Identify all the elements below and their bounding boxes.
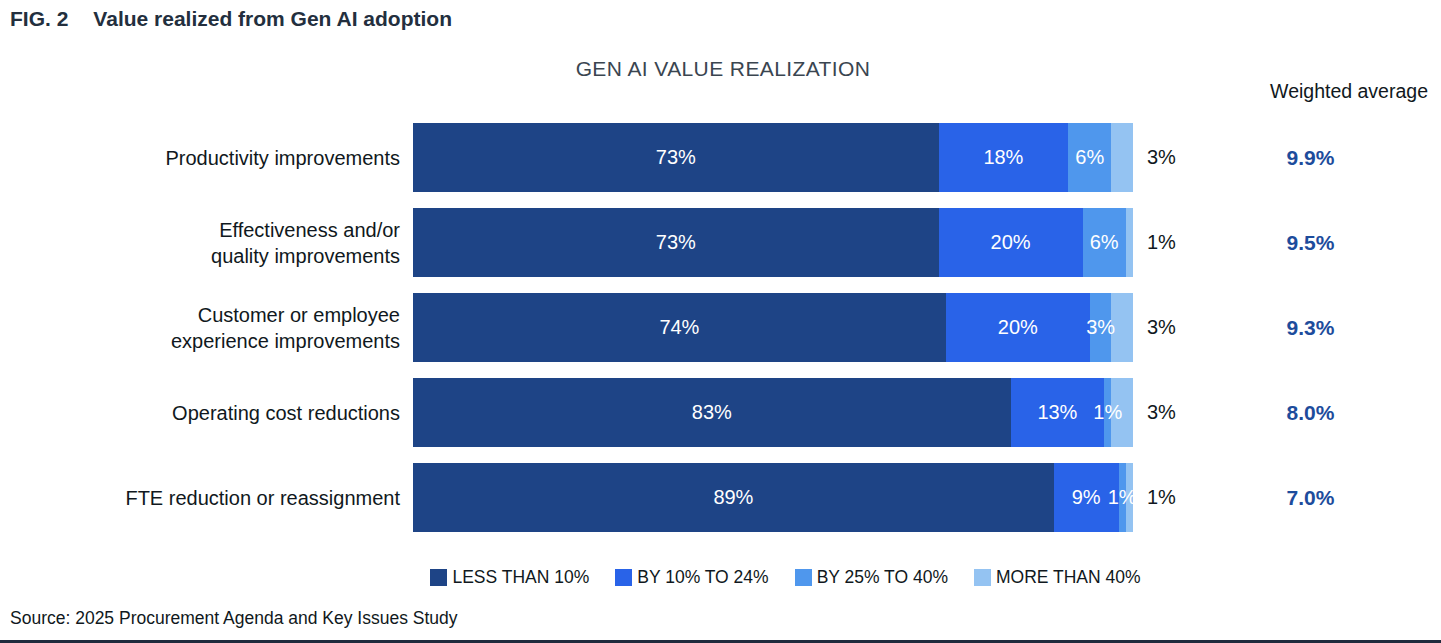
weighted-average-value: 9.3% bbox=[1218, 316, 1403, 340]
legend-item: BY 25% TO 40% bbox=[795, 567, 948, 588]
bar-segment: 3% bbox=[1090, 293, 1112, 362]
segment-value-label-outside: 3% bbox=[1133, 316, 1218, 339]
legend-label: LESS THAN 10% bbox=[452, 567, 589, 588]
category-label: Effectiveness and/orquality improvements bbox=[0, 217, 413, 269]
legend-label: MORE THAN 40% bbox=[996, 567, 1141, 588]
stacked-bar: 73% 20% 6% bbox=[413, 208, 1133, 277]
segment-value-label: 20% bbox=[991, 231, 1031, 254]
segment-value-label-outside: 1% bbox=[1133, 231, 1218, 254]
chart-title: GEN AI VALUE REALIZATION bbox=[413, 57, 1033, 81]
bar-segment: 20% bbox=[946, 293, 1090, 362]
stacked-bar: 74% 20% 3% bbox=[413, 293, 1133, 362]
chart-row: FTE reduction or reassignment89%9%1%1%7.… bbox=[0, 463, 1441, 532]
legend-item: LESS THAN 10% bbox=[430, 567, 589, 588]
category-label: Productivity improvements bbox=[0, 145, 413, 171]
chart-row: Productivity improvements 73% 18% 6% 3%9.9% bbox=[0, 123, 1441, 192]
category-label: Operating cost reductions bbox=[0, 400, 413, 426]
segment-value-label: 6% bbox=[1090, 231, 1119, 254]
bar-segment: 73% bbox=[413, 123, 939, 192]
segment-value-label-outside: 1% bbox=[1133, 486, 1218, 509]
category-label: Customer or employeeexperience improveme… bbox=[0, 302, 413, 354]
segment-value-label-outside: 3% bbox=[1133, 146, 1218, 169]
figure-2-gen-ai-value-chart: FIG. 2 Value realized from Gen AI adoptio… bbox=[0, 0, 1441, 643]
legend-swatch bbox=[974, 569, 991, 586]
bar-segment: 13% bbox=[1011, 378, 1105, 447]
chart-row: Operating cost reductions 83% 13% 1% 3%8.0% bbox=[0, 378, 1441, 447]
stacked-bar: 73% 18% 6% bbox=[413, 123, 1133, 192]
weighted-average-value: 7.0% bbox=[1218, 486, 1403, 510]
category-label: FTE reduction or reassignment bbox=[0, 485, 413, 511]
segment-value-label: 83% bbox=[692, 401, 732, 424]
bar-segment: 1% bbox=[1104, 378, 1111, 447]
stacked-bar-chart: Productivity improvements73%18%6%3%9.9%E… bbox=[0, 123, 1441, 548]
weighted-average-value: 9.9% bbox=[1218, 146, 1403, 170]
segment-value-label: 20% bbox=[998, 316, 1038, 339]
segment-value-label: 73% bbox=[656, 146, 696, 169]
figure-tag: FIG. 2 bbox=[10, 7, 68, 30]
chart-row: Customer or employeeexperience improveme… bbox=[0, 293, 1441, 362]
legend-item: BY 10% TO 24% bbox=[615, 567, 768, 588]
bar-segment: 83% bbox=[413, 378, 1011, 447]
bar-segment: 18% bbox=[939, 123, 1069, 192]
weighted-average-header: Weighted average bbox=[1270, 80, 1428, 103]
figure-title: Value realized from Gen AI adoption bbox=[93, 7, 452, 30]
bar-segment: 1% bbox=[1119, 463, 1126, 532]
segment-value-label: 3% bbox=[1086, 316, 1115, 339]
legend: LESS THAN 10% BY 10% TO 24% BY 25% TO 40% M… bbox=[413, 567, 1158, 588]
figure-header: FIG. 2 Value realized from Gen AI adoptio… bbox=[10, 7, 452, 31]
legend-item: MORE THAN 40% bbox=[974, 567, 1141, 588]
segment-value-label: 18% bbox=[983, 146, 1023, 169]
bar-segment: 74% bbox=[413, 293, 946, 362]
weighted-average-value: 8.0% bbox=[1218, 401, 1403, 425]
bar-segment: 6% bbox=[1083, 208, 1126, 277]
segment-value-label: 89% bbox=[713, 486, 753, 509]
segment-value-label: 9% bbox=[1072, 486, 1101, 509]
chart-row: Effectiveness and/orquality improvements… bbox=[0, 208, 1441, 277]
weighted-average-value: 9.5% bbox=[1218, 231, 1403, 255]
segment-value-label: 73% bbox=[656, 231, 696, 254]
bar-segment: 20% bbox=[939, 208, 1083, 277]
segment-value-label: 6% bbox=[1075, 146, 1104, 169]
bar-segment bbox=[1126, 208, 1133, 277]
segment-value-label: 1% bbox=[1093, 401, 1122, 424]
segment-value-label: 74% bbox=[659, 316, 699, 339]
bar-segment: 89% bbox=[413, 463, 1054, 532]
legend-label: BY 10% TO 24% bbox=[637, 567, 768, 588]
source-note: Source: 2025 Procurement Agenda and Key … bbox=[10, 608, 458, 629]
stacked-bar: 89% 9% 1% bbox=[413, 463, 1133, 532]
stacked-bar: 83% 13% 1% bbox=[413, 378, 1133, 447]
segment-value-label-outside: 3% bbox=[1133, 401, 1218, 424]
legend-swatch bbox=[430, 569, 447, 586]
legend-label: BY 25% TO 40% bbox=[817, 567, 948, 588]
bar-segment: 6% bbox=[1068, 123, 1111, 192]
legend-swatch bbox=[795, 569, 812, 586]
segment-value-label: 13% bbox=[1037, 401, 1077, 424]
legend-swatch bbox=[615, 569, 632, 586]
segment-value-label: 1% bbox=[1108, 486, 1137, 509]
bar-segment bbox=[1111, 123, 1133, 192]
bar-segment: 73% bbox=[413, 208, 939, 277]
